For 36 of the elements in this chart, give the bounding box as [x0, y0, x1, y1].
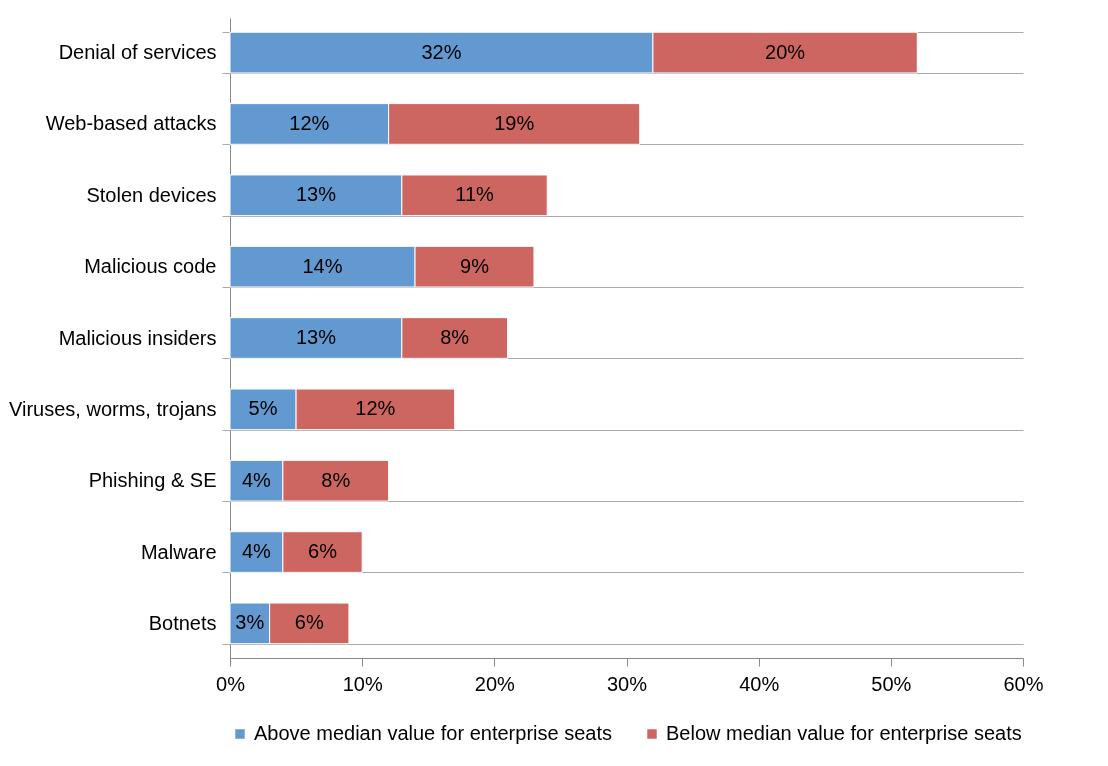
y-tick-label: Malware [140, 540, 217, 563]
legend-label: Below median value for enterprise seats [666, 722, 1022, 744]
y-tick-label: Malicious code [84, 255, 217, 278]
data-label: 4% [241, 540, 272, 563]
x-tick-label: 40% [739, 672, 780, 695]
data-label: 9% [460, 254, 490, 277]
data-label: 32% [421, 40, 462, 63]
x-tick-label: 10% [342, 672, 383, 695]
x-tick-label: 30% [606, 672, 648, 695]
y-tick-label: Stolen devices [86, 183, 217, 206]
y-tick-label: Denial of services [58, 41, 217, 64]
data-label: 14% [302, 254, 343, 277]
data-label: 13% [295, 326, 337, 348]
data-label: 6% [308, 540, 338, 563]
data-label: 13% [295, 183, 337, 206]
y-tick-label: Web-based attacks [45, 112, 217, 135]
x-tick-label: 50% [871, 672, 912, 695]
data-label: 12% [355, 397, 396, 420]
data-label: 6% [294, 611, 324, 634]
y-tick-label: Viruses, worms, trojans [9, 397, 217, 420]
x-tick-label: 60% [1003, 672, 1044, 695]
data-label: 5% [248, 397, 278, 420]
data-label: 4% [241, 468, 272, 491]
x-tick-label: 20% [474, 672, 516, 695]
data-label: 20% [765, 40, 806, 63]
data-label: 11% [455, 183, 494, 206]
legend-label: Above median value for enterprise seats [254, 722, 612, 744]
data-label: 12% [289, 111, 330, 134]
data-label: 3% [235, 611, 265, 634]
y-tick-label: Malicious insiders [58, 326, 217, 349]
data-label: 8% [321, 468, 351, 491]
data-label: 19% [494, 111, 535, 134]
y-tick-label: Phishing & SE [88, 469, 217, 492]
y-tick-label: Botnets [148, 611, 217, 634]
x-tick-label: 0% [216, 672, 246, 695]
data-label: 8% [440, 326, 470, 348]
